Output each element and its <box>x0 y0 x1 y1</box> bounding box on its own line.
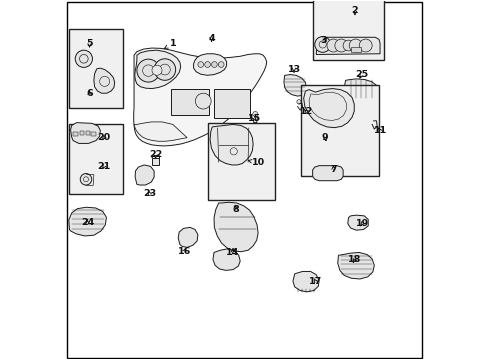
Text: 15: 15 <box>247 114 261 123</box>
Bar <box>312 0 384 60</box>
Polygon shape <box>210 125 253 165</box>
Bar <box>214 89 249 118</box>
Text: 4: 4 <box>208 34 214 43</box>
Circle shape <box>359 39 371 52</box>
Text: 22: 22 <box>149 150 162 159</box>
Circle shape <box>154 59 175 80</box>
Circle shape <box>198 62 203 67</box>
Circle shape <box>211 62 217 67</box>
Circle shape <box>252 112 257 117</box>
Bar <box>73 132 78 136</box>
Polygon shape <box>152 158 159 165</box>
Text: 19: 19 <box>355 219 368 228</box>
Circle shape <box>75 50 92 67</box>
Bar <box>86 131 90 135</box>
Circle shape <box>334 39 347 52</box>
Polygon shape <box>337 252 373 279</box>
Text: 11: 11 <box>373 126 386 135</box>
Text: 6: 6 <box>86 89 93 98</box>
Polygon shape <box>69 207 106 236</box>
Text: 24: 24 <box>81 218 94 227</box>
Text: 17: 17 <box>308 276 322 285</box>
Text: 16: 16 <box>177 247 190 256</box>
Polygon shape <box>134 122 187 141</box>
Text: 7: 7 <box>329 166 336 175</box>
Text: 25: 25 <box>355 70 368 79</box>
Bar <box>207 123 275 200</box>
Bar <box>69 30 122 108</box>
Circle shape <box>348 39 362 52</box>
Text: 2: 2 <box>351 6 358 15</box>
Text: 12: 12 <box>299 107 312 116</box>
Polygon shape <box>344 79 377 100</box>
Text: 10: 10 <box>248 158 264 167</box>
Circle shape <box>195 93 211 109</box>
Circle shape <box>343 40 353 51</box>
Text: 23: 23 <box>142 189 156 198</box>
Polygon shape <box>214 202 258 252</box>
Bar <box>80 131 84 135</box>
Text: 9: 9 <box>321 133 328 142</box>
Circle shape <box>371 116 376 121</box>
Bar <box>91 132 96 136</box>
Polygon shape <box>133 48 266 146</box>
Circle shape <box>137 59 160 82</box>
Polygon shape <box>135 50 180 89</box>
Circle shape <box>204 62 210 67</box>
Text: 8: 8 <box>232 205 239 214</box>
Polygon shape <box>193 54 226 75</box>
Polygon shape <box>94 68 115 93</box>
Circle shape <box>152 65 162 75</box>
Bar <box>301 85 379 176</box>
Text: 21: 21 <box>97 162 110 171</box>
Polygon shape <box>347 215 367 230</box>
Polygon shape <box>303 89 353 128</box>
Circle shape <box>218 62 224 67</box>
Circle shape <box>314 37 330 52</box>
Text: 18: 18 <box>347 255 361 264</box>
Text: 20: 20 <box>97 133 110 142</box>
Bar <box>69 125 122 194</box>
Polygon shape <box>316 37 379 54</box>
Bar <box>350 46 360 52</box>
Polygon shape <box>312 166 343 181</box>
Text: 5: 5 <box>86 39 93 48</box>
Polygon shape <box>178 227 198 247</box>
Circle shape <box>296 100 301 104</box>
Circle shape <box>326 39 339 52</box>
Polygon shape <box>70 123 100 143</box>
Text: 3: 3 <box>320 36 326 45</box>
Bar <box>171 89 208 116</box>
Text: 1: 1 <box>164 39 176 49</box>
Text: 14: 14 <box>226 248 239 257</box>
Polygon shape <box>284 75 305 96</box>
Polygon shape <box>292 271 319 292</box>
Text: 13: 13 <box>287 65 300 74</box>
Polygon shape <box>212 249 240 270</box>
Polygon shape <box>135 165 154 185</box>
Circle shape <box>80 174 92 185</box>
